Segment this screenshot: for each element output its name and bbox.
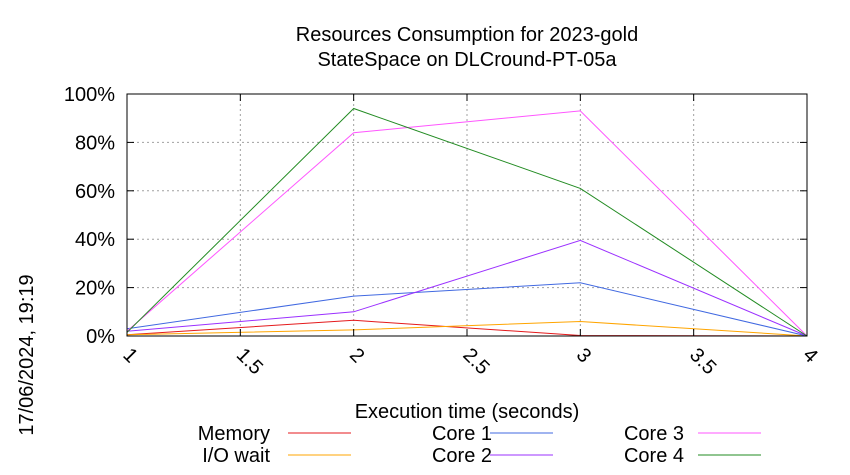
y-tick-label: 0% [86,326,115,348]
chart-title-line-2: StateSpace on DLCround-PT-05a [317,49,617,71]
x-tick-label: 2.5 [458,344,493,379]
x-axis-title: Execution time (seconds) [355,401,580,423]
legend-label-core-3: Core 3 [624,423,684,445]
timestamp-label: 17/06/2024, 19:19 [16,274,38,435]
legend-label-i-o-wait: I/O wait [202,445,270,467]
legend-label-memory: Memory [198,423,270,445]
series-line-core-1 [126,282,808,337]
x-tick-label: 4 [798,344,821,367]
x-tick-label: 1 [118,344,141,367]
axis-ticks: 0% 20% 40% 60% 80% 100% 1 1.5 2 2.5 3 3.5 4 [64,84,822,379]
chart-title-line-1: Resources Consumption for 2023-gold [296,24,638,46]
x-tick-label: 3 [572,344,595,367]
x-tick-label: 1.5 [232,344,267,379]
x-tick-label: 2 [345,344,368,367]
series-line-core-4 [126,107,808,337]
series-line-core-3 [126,110,808,337]
legend-label-core-2: Core 2 [432,445,492,467]
x-tick-label: 3.5 [685,344,720,379]
legend-label-core-1: Core 1 [432,423,492,445]
legend-label-core-4: Core 4 [624,445,684,467]
y-tick-label: 40% [75,229,115,251]
y-tick-label: 20% [75,278,115,300]
series-line-core-2 [126,239,808,337]
y-tick-label: 100% [64,84,115,106]
y-tick-label: 60% [75,181,115,203]
grid [127,94,807,336]
y-tick-label: 80% [75,132,115,154]
